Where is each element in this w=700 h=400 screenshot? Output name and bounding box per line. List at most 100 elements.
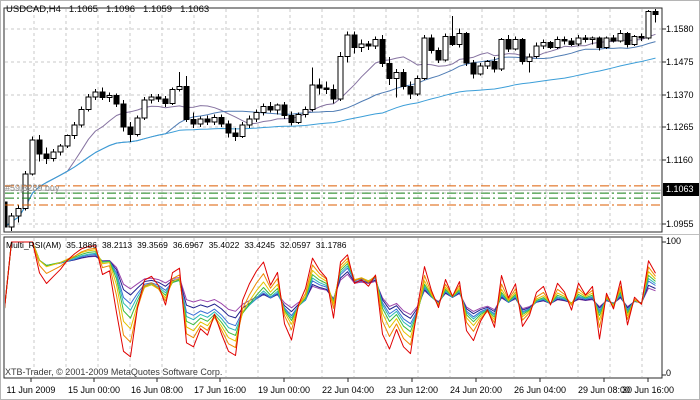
bull-candle (197, 118, 204, 125)
rsi-line (5, 241, 656, 336)
bear-candle (288, 115, 295, 123)
rsi-line (5, 241, 656, 358)
bull-candle (92, 91, 99, 98)
bull-candle (575, 37, 582, 45)
bear-candle (36, 139, 43, 155)
bull-candle (393, 71, 400, 80)
bull-candle (512, 39, 519, 50)
trade-order-label[interactable]: #59|3289 buy (5, 183, 60, 193)
price-axis-label: 1.1265 (666, 122, 694, 132)
bull-candle (15, 207, 22, 217)
bull-candle (274, 104, 281, 111)
price-axis-label: 1.0955 (666, 219, 694, 229)
bull-candle (260, 105, 267, 114)
bull-candle (106, 95, 113, 99)
bull-candle (456, 32, 463, 45)
indicator-label: Multi_RSI(AM) 35.1886 38.2113 39.3569 36.696… (6, 240, 347, 250)
bull-candle (442, 36, 449, 61)
bull-candle (337, 56, 344, 100)
bull-candle (358, 43, 365, 48)
bear-candle (190, 119, 197, 125)
bear-candle (428, 37, 435, 51)
bear-candle (120, 103, 127, 128)
bear-candle (281, 104, 288, 117)
borders-layer (0, 7, 700, 382)
bear-candle (505, 39, 512, 50)
bear-candle (204, 118, 211, 123)
quote-open: 1.1065 (68, 4, 98, 15)
price-axis-label: 1.1580 (666, 24, 694, 34)
bear-candle (113, 95, 120, 105)
bear-candle (316, 84, 323, 89)
bull-candle (421, 37, 428, 80)
candles-layer (5, 9, 659, 231)
bear-candle (351, 34, 358, 48)
bear-candle (582, 37, 589, 41)
bull-candle (246, 118, 253, 126)
bear-candle (218, 117, 225, 125)
time-axis-label: 29 Jun 08:00 (577, 385, 631, 395)
bear-candle (155, 96, 162, 100)
rsi-lines-layer (5, 241, 656, 358)
time-axis-label: 23 Jun 12:00 (385, 385, 439, 395)
bear-candle (99, 91, 106, 99)
rsi-line (5, 241, 656, 349)
bull-candle (148, 96, 155, 101)
bear-candle (547, 42, 554, 48)
bull-candle (498, 39, 505, 70)
time-axis-label: 11 Jun 2009 (6, 385, 56, 395)
bear-candle (610, 37, 617, 42)
bull-candle (526, 56, 533, 62)
bull-candle (50, 151, 57, 159)
bear-candle (638, 36, 645, 39)
bear-candle (624, 32, 631, 45)
quote-line: USDCAD,H4 1.1065 1.1096 1.1059 1.1063 (6, 4, 209, 15)
symbol-period: USDCAD,H4 (6, 4, 61, 15)
bull-candle (71, 124, 78, 137)
time-axis-label: 19 Jun 00:00 (257, 385, 311, 395)
quote-high: 1.1096 (105, 4, 136, 15)
time-axis-label: 16 Jun 08:00 (130, 385, 184, 395)
bull-candle (554, 39, 561, 48)
moving-average-line (5, 33, 656, 228)
bear-candle (407, 85, 414, 95)
bear-candle (561, 39, 568, 42)
bull-candle (589, 37, 596, 41)
bull-candle (8, 215, 15, 228)
bear-candle (43, 153, 50, 160)
bull-candle (85, 96, 92, 110)
bull-candle (134, 117, 141, 135)
bull-candle (169, 89, 176, 104)
bear-candle (225, 123, 232, 134)
time-axis-label: 26 Jun 04:00 (513, 385, 567, 395)
copyright-label: XTB-Trader, © 2001-2009 MetaQuotes Softw… (5, 367, 223, 377)
bull-candle (484, 60, 491, 67)
bear-candle (330, 89, 337, 100)
bull-candle (631, 36, 638, 45)
bear-candle (463, 32, 470, 64)
bull-candle (57, 145, 64, 153)
bull-candle (603, 37, 610, 48)
price-axis-label: 1.1475 (666, 57, 694, 67)
bear-candle (491, 60, 498, 70)
current-price-tag: 1.1063 (663, 183, 700, 196)
bear-candle (183, 85, 190, 120)
bear-candle (379, 39, 386, 64)
bull-candle (344, 34, 351, 57)
bull-candle (78, 109, 85, 126)
rsi-line (5, 241, 656, 319)
bear-candle (449, 36, 456, 45)
bear-candle (596, 37, 603, 48)
bear-candle (568, 40, 575, 45)
indicator-name: Multi_RSI(AM) (6, 240, 62, 250)
bull-candle (295, 114, 302, 123)
bear-candle (365, 43, 372, 47)
rsi-line (5, 241, 656, 342)
bear-candle (652, 11, 659, 16)
price-axis-label: 1.1160 (666, 155, 693, 165)
bull-candle (645, 11, 652, 39)
quote-close: 1.1063 (180, 4, 210, 15)
bear-candle (323, 87, 330, 91)
